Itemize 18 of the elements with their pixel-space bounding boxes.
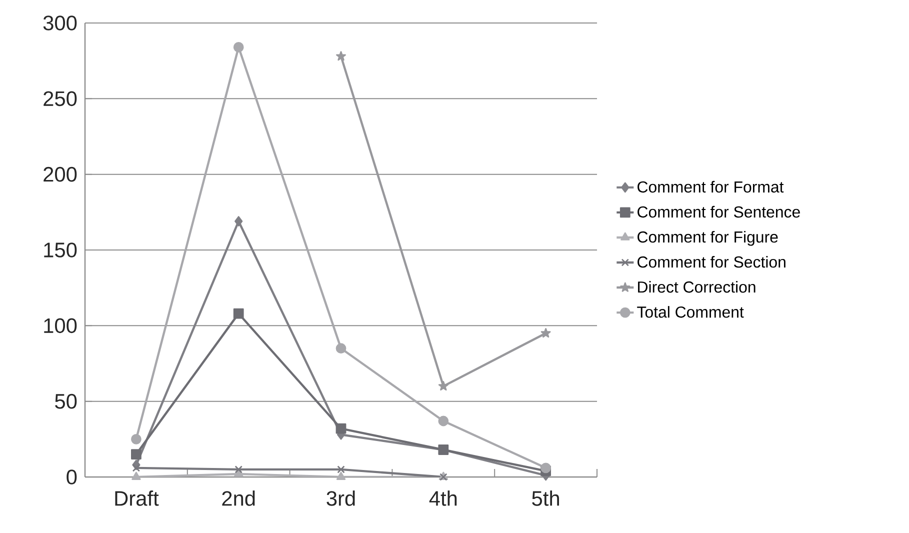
x-tick-label: 3rd: [326, 490, 355, 506]
y-tick-label: 50: [55, 394, 77, 409]
legend-label: Comment for Format: [638, 180, 784, 193]
y-tick-label: 150: [44, 242, 77, 258]
legend-label: Comment for Section: [638, 256, 786, 268]
legend-label: Comment for Figure: [638, 230, 778, 246]
legend-label: Comment for Sentence: [638, 206, 800, 218]
x-tick-label: Draft: [115, 490, 159, 506]
y-tick-label: 250: [44, 91, 77, 106]
x-tick-label: 5th: [532, 490, 559, 506]
y-tick-label: 200: [44, 166, 77, 182]
x-tick-label: 4th: [429, 490, 457, 506]
y-tick-label: 0: [66, 470, 77, 484]
y-tick-label: 300: [43, 16, 77, 30]
x-tick-label: 2nd: [222, 490, 255, 506]
legend-label: Direct Correction: [638, 281, 756, 293]
y-tick-label: 100: [44, 318, 77, 334]
legend-label: Total Comment: [637, 306, 744, 318]
